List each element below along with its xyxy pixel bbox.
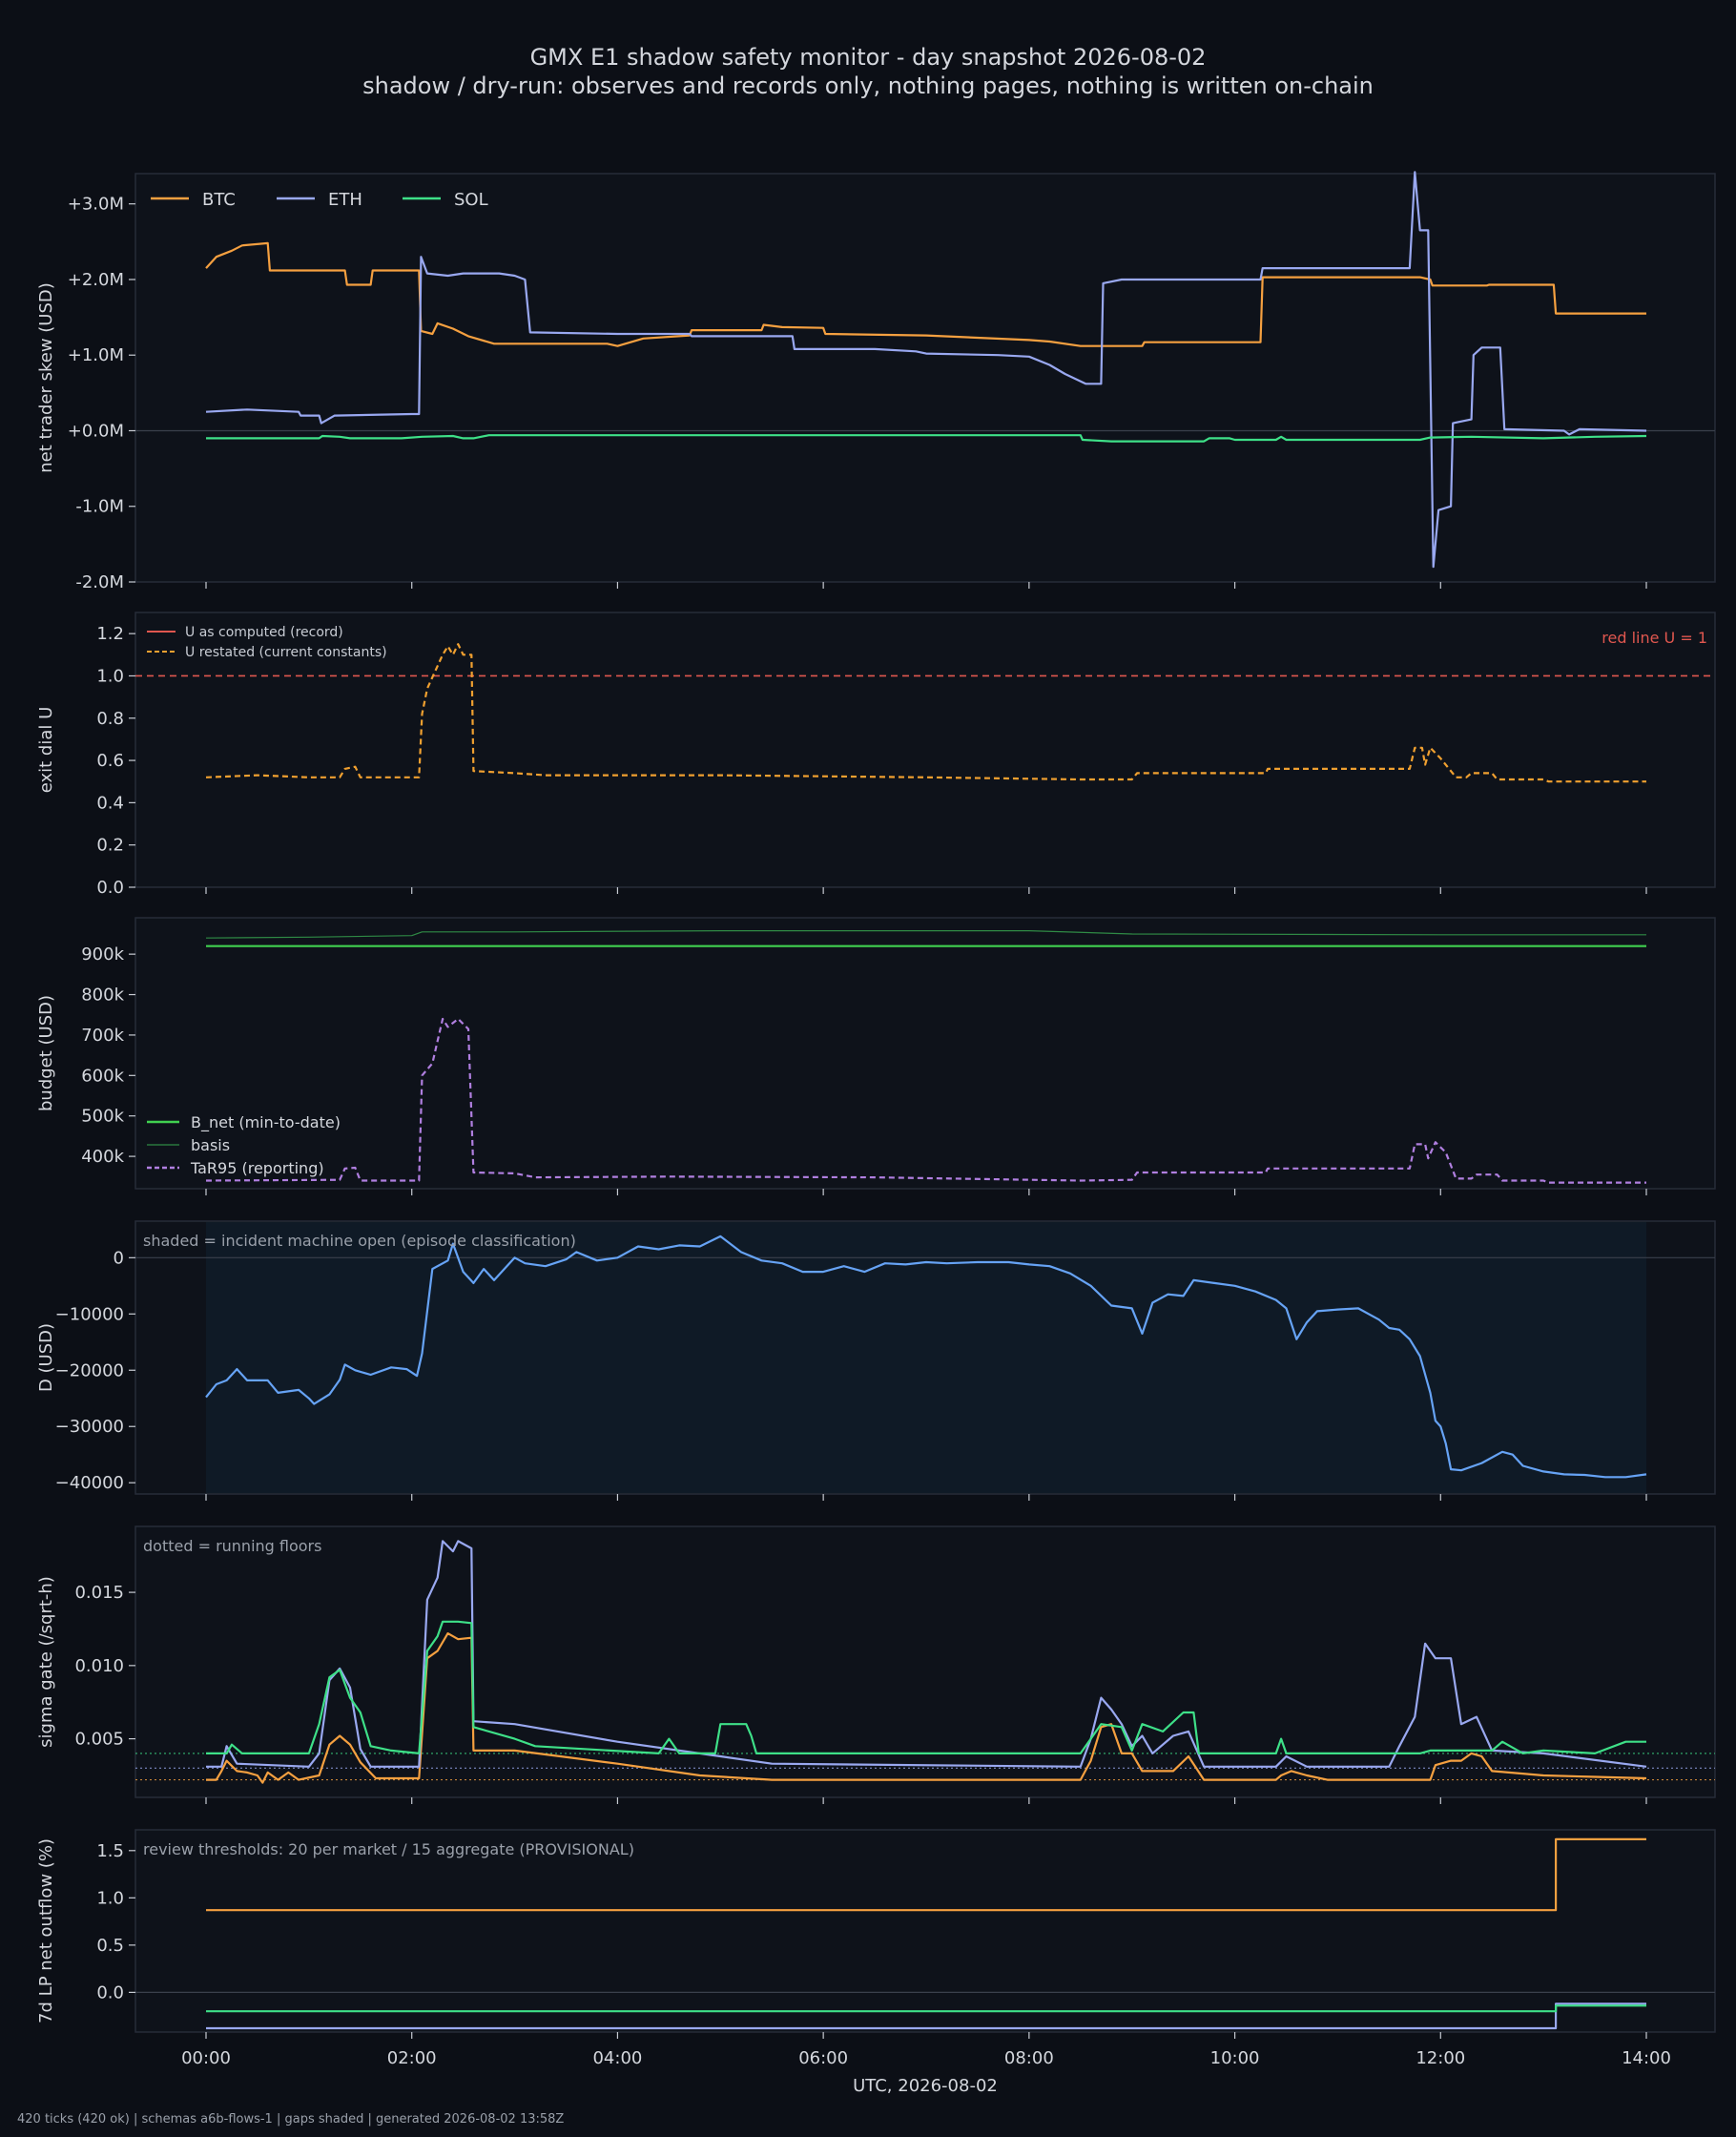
- red-line-label: red line U = 1: [1602, 629, 1707, 647]
- series-line-d: [205, 1234, 1647, 1479]
- incident-shaded-region: [206, 1222, 1646, 1493]
- y-tick-label: 1.0: [96, 666, 124, 686]
- series-line-sol: [206, 1620, 1646, 1754]
- x-tick-label: 06:00: [798, 2048, 848, 2068]
- status-footer: 420 ticks (420 ok) | schemas a6b-flows-1…: [17, 2112, 565, 2127]
- y-axis-label: budget (USD): [36, 995, 56, 1111]
- y-tick-label: 800k: [81, 986, 124, 1006]
- legend-label: TaR95 (reporting): [190, 1159, 324, 1177]
- y-tick-label: +3.0M: [68, 195, 124, 215]
- y-tick-label: 0.4: [96, 793, 124, 813]
- legend-label: U as computed (record): [185, 625, 343, 640]
- series-line-eth: [206, 1540, 1647, 1768]
- chart-subtitle: shadow / dry-run: observes and records o…: [362, 73, 1374, 99]
- y-tick-label: 700k: [81, 1026, 124, 1046]
- y-tick-label: 500k: [81, 1107, 124, 1127]
- y-tick-label: 1.2: [96, 624, 124, 644]
- y-tick-label: −10000: [55, 1304, 124, 1324]
- panel-annotation: dotted = running floors: [143, 1537, 321, 1555]
- y-tick-label: 900k: [81, 944, 124, 965]
- series-line-basis: [205, 930, 1646, 939]
- y-axis-label: sigma gate (/sqrt-h): [36, 1576, 56, 1748]
- x-tick-label: 02:00: [387, 2048, 437, 2068]
- y-tick-label: 1.0: [96, 1888, 124, 1908]
- series-line-eth: [206, 2002, 1646, 2030]
- x-tick-label: 10:00: [1210, 2048, 1260, 2068]
- x-tick-label: 14:00: [1622, 2048, 1671, 2068]
- panel-annotation: shaded = incident machine open (episode …: [143, 1232, 576, 1250]
- y-tick-label: −20000: [55, 1360, 124, 1380]
- y-tick-label: 0.005: [74, 1730, 124, 1750]
- series-line-btc: [206, 1837, 1646, 1912]
- y-tick-label: 400k: [81, 1147, 124, 1167]
- y-axis-label: D (USD): [36, 1323, 56, 1392]
- y-tick-label: +1.0M: [68, 345, 124, 365]
- series-line-eth: [205, 171, 1647, 569]
- series-line-sol: [206, 2004, 1646, 2013]
- legend-label: SOL: [454, 190, 488, 210]
- series-line-btc: [206, 1632, 1647, 1784]
- y-tick-label: -2.0M: [75, 572, 124, 592]
- x-tick-label: 12:00: [1416, 2048, 1465, 2068]
- y-tick-label: 0.010: [74, 1656, 124, 1676]
- y-tick-label: 0.5: [96, 1936, 124, 1956]
- series-line-u-restated-current-constants: [205, 643, 1646, 783]
- y-tick-label: 0.0: [96, 1982, 124, 2002]
- chart-title: GMX E1 shadow safety monitor - day snaps…: [529, 44, 1207, 71]
- x-axis-label: UTC, 2026-08-02: [853, 2076, 998, 2096]
- panel-1-frame: [134, 173, 1716, 583]
- panel-annotation: review thresholds: 20 per market / 15 ag…: [143, 1840, 634, 1858]
- y-tick-label: −40000: [55, 1473, 124, 1493]
- panel-2-frame: [134, 612, 1716, 888]
- legend-label: BTC: [202, 190, 236, 210]
- y-tick-label: 0.2: [96, 836, 124, 856]
- series-line-btc: [205, 241, 1646, 347]
- y-tick-label: 0: [114, 1248, 124, 1268]
- y-tick-label: 0.8: [96, 709, 124, 729]
- y-tick-label: +2.0M: [68, 270, 124, 290]
- y-tick-label: 0.0: [96, 878, 124, 898]
- panel-5-frame: [134, 1525, 1716, 1798]
- y-tick-label: +0.0M: [68, 421, 124, 441]
- legend-label: U restated (current constants): [185, 645, 387, 660]
- series-line-sol: [206, 434, 1647, 443]
- y-tick-label: -1.0M: [75, 497, 124, 517]
- y-tick-label: 1.5: [96, 1841, 124, 1861]
- y-tick-label: 0.6: [96, 751, 124, 771]
- y-tick-label: 600k: [81, 1066, 124, 1086]
- y-axis-label: 7d LP net outflow (%): [36, 1838, 56, 2023]
- legend-label: basis: [191, 1136, 230, 1154]
- legend-label: ETH: [328, 190, 362, 210]
- x-tick-label: 08:00: [1004, 2048, 1054, 2068]
- y-axis-label: exit dial U: [36, 707, 56, 794]
- y-tick-label: 0.015: [74, 1583, 124, 1603]
- y-axis-label: net trader skew (USD): [36, 282, 56, 473]
- panel-3-frame: [134, 917, 1716, 1190]
- y-tick-label: −30000: [55, 1417, 124, 1437]
- legend-label: B_net (min-to-date): [191, 1113, 341, 1132]
- x-tick-label: 00:00: [181, 2048, 231, 2068]
- x-tick-label: 04:00: [592, 2048, 642, 2068]
- series-line-tar95-reporting: [205, 1017, 1646, 1184]
- panel-6-frame: [134, 1829, 1716, 2033]
